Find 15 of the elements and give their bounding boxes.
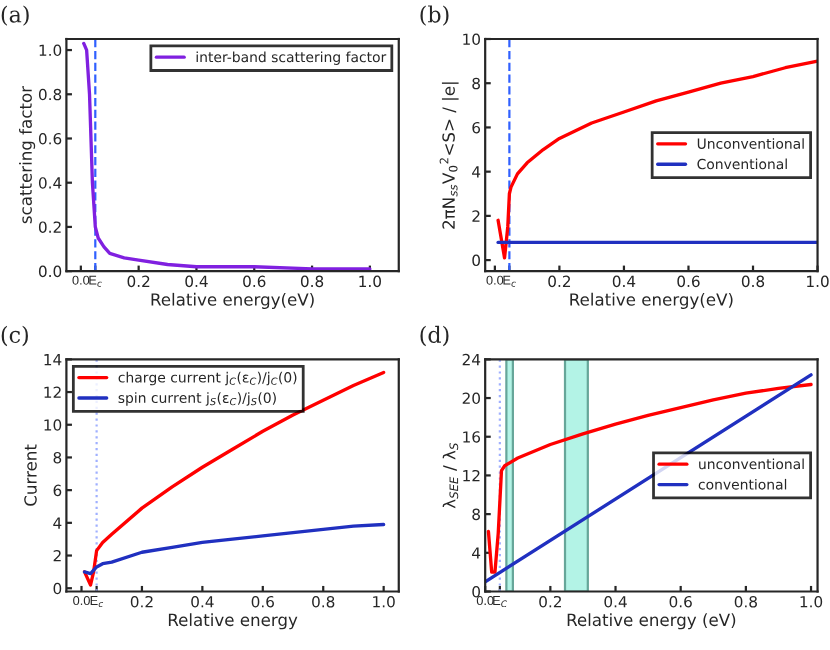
chart-title: (d) <box>420 325 449 347</box>
chart-title: (a) <box>1 5 29 26</box>
chart-title: (c) <box>1 325 28 347</box>
x-axis-title: Relative energy(eV) <box>570 292 733 309</box>
x-axis-title: Relative energy (eV) <box>567 613 736 630</box>
y-axis-title: 2πN$_{ss}$V$_{0}$$^{2}$<S> / |e| <box>439 82 459 229</box>
y-axis-title: λ$_{SEE}$ / λ$_{S}$ <box>442 442 459 509</box>
line-series <box>82 522 386 576</box>
line-series <box>496 59 818 260</box>
x-axis-title: Relative energy <box>168 613 298 630</box>
chart-title: (b) <box>420 5 449 26</box>
y-axis-title: scattering factor <box>19 86 36 224</box>
line-series <box>82 370 386 587</box>
y-axis-title: Current <box>24 444 37 506</box>
x-axis-title: Relative energy(eV) <box>151 292 314 309</box>
